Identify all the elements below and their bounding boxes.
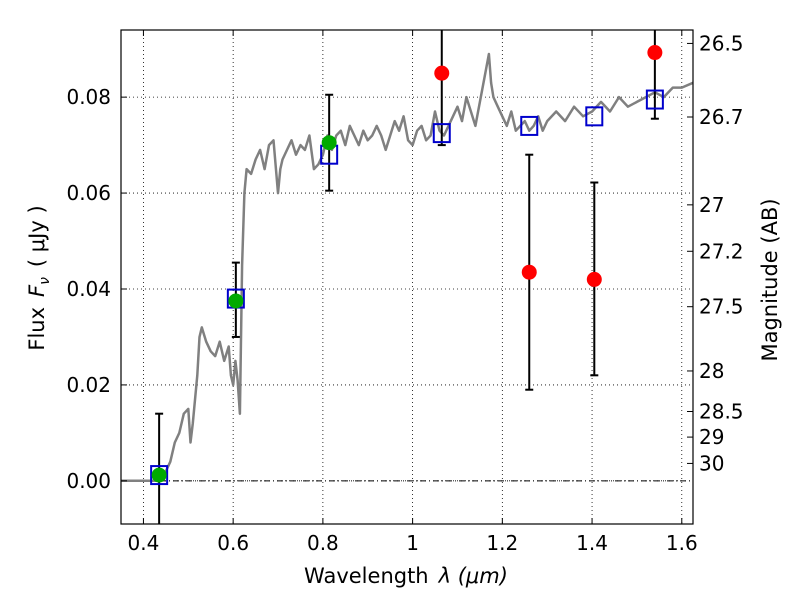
model-squares bbox=[150, 89, 664, 486]
model-square-marker bbox=[520, 115, 539, 136]
magnitude-tick-label: 27 bbox=[699, 193, 724, 217]
x-tick-label: 1.4 bbox=[576, 531, 608, 555]
data-points bbox=[151, 45, 663, 483]
model-spectrum-line bbox=[121, 52, 694, 483]
plot-frame bbox=[120, 29, 694, 525]
y-tick-label: 0.06 bbox=[66, 181, 111, 205]
detection-point bbox=[321, 135, 337, 151]
y-tick-label: 0.04 bbox=[66, 277, 111, 301]
magnitude-tick-label: 27.5 bbox=[699, 295, 744, 319]
x-axis-label: Wavelength λ (μm) bbox=[304, 564, 508, 588]
x-tick-label: 1 bbox=[406, 531, 419, 555]
non-detection-point bbox=[647, 45, 663, 61]
x-tick-label: 1.6 bbox=[666, 531, 698, 555]
x-tick-label: 0.6 bbox=[217, 531, 249, 555]
x-tick-label: 0.4 bbox=[128, 531, 160, 555]
model-square-marker bbox=[585, 106, 604, 127]
spectrum-layer bbox=[121, 52, 694, 483]
magnitude-tick-label: 27.2 bbox=[699, 239, 744, 263]
x-tick-label: 0.8 bbox=[307, 531, 339, 555]
magnitude-axis-label: Magnitude (AB) bbox=[758, 198, 782, 361]
y-tick-label: 0.08 bbox=[66, 85, 111, 109]
detection-point bbox=[228, 293, 244, 309]
model-square-marker bbox=[432, 123, 451, 144]
y-tick-label: 0.02 bbox=[66, 373, 111, 397]
x-tick-label: 1.2 bbox=[486, 531, 518, 555]
non-detection-point bbox=[521, 264, 537, 280]
x-axis-ticks: 0.4 0.6 0.8 1 1.2 1.4 1.6 bbox=[128, 30, 698, 555]
y-axis-label: FluxFν( μJy ) bbox=[25, 205, 53, 350]
magnitude-tick-label: 26.7 bbox=[699, 105, 744, 129]
non-detection-point bbox=[586, 271, 602, 287]
detection-point bbox=[151, 467, 167, 483]
magnitude-tick-label: 29 bbox=[699, 425, 724, 449]
error-bars bbox=[155, 30, 659, 524]
grid bbox=[121, 30, 693, 524]
magnitude-tick-label: 28.5 bbox=[699, 400, 744, 424]
non-detection-point bbox=[434, 65, 450, 81]
model-square-marker bbox=[645, 89, 664, 110]
y-tick-label: 0.00 bbox=[66, 469, 111, 493]
y-axis-ticks: 0.00 0.02 0.04 0.06 0.08 bbox=[66, 85, 127, 493]
magnitude-tick-label: 26.5 bbox=[699, 31, 744, 55]
magnitude-tick-label: 28 bbox=[699, 359, 724, 383]
model-square-marker bbox=[150, 465, 169, 486]
magnitude-tick-label: 30 bbox=[699, 451, 724, 475]
